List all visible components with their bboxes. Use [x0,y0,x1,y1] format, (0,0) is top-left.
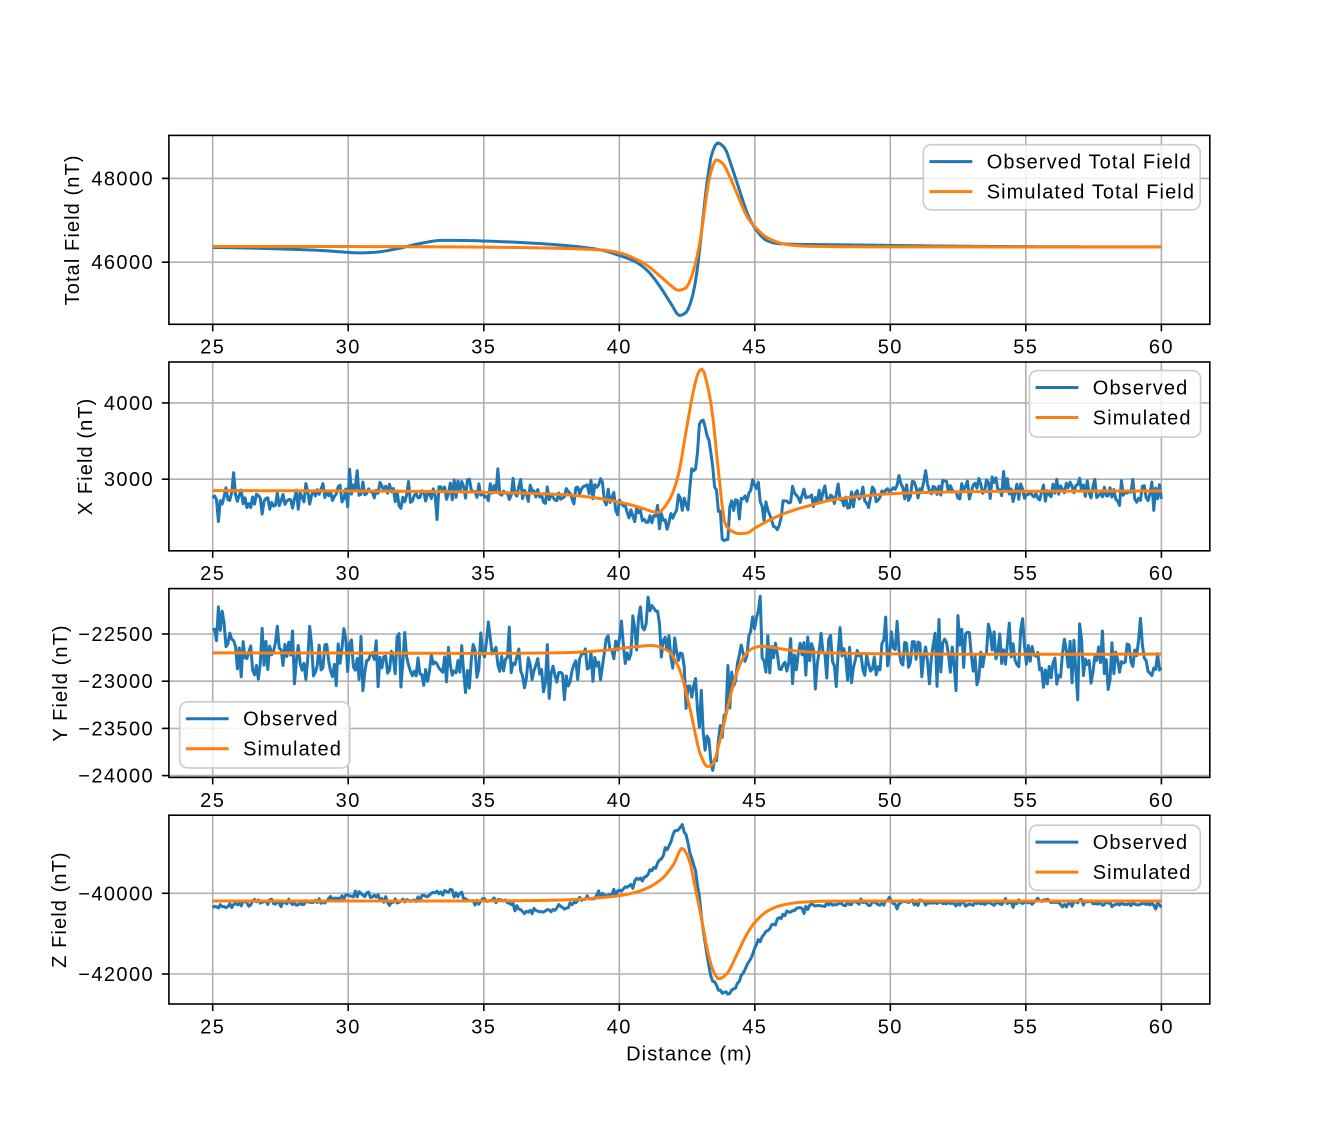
svg-text:45: 45 [742,790,767,812]
svg-text:40: 40 [607,563,632,585]
svg-text:4000: 4000 [104,393,154,415]
svg-text:25: 25 [200,563,225,585]
svg-text:40: 40 [607,790,632,812]
svg-text:Z Field (nT): Z Field (nT) [49,851,71,968]
svg-text:50: 50 [878,790,903,812]
svg-text:45: 45 [742,563,767,585]
svg-text:50: 50 [878,1016,903,1038]
svg-text:−23500: −23500 [78,718,154,740]
svg-text:Y Field (nT): Y Field (nT) [50,624,72,741]
svg-text:30: 30 [336,790,361,812]
svg-text:60: 60 [1149,790,1174,812]
svg-text:35: 35 [471,1016,496,1038]
svg-text:3000: 3000 [104,469,154,491]
svg-text:X Field (nT): X Field (nT) [75,398,97,516]
svg-text:−42000: −42000 [78,964,154,986]
svg-text:45: 45 [742,1016,767,1038]
svg-text:Observed: Observed [243,709,339,731]
svg-text:60: 60 [1149,563,1174,585]
svg-text:35: 35 [471,790,496,812]
svg-text:55: 55 [1013,563,1038,585]
svg-text:Observed: Observed [1093,378,1189,400]
svg-text:25: 25 [200,337,225,359]
svg-text:55: 55 [1013,337,1038,359]
svg-text:Simulated: Simulated [243,739,342,761]
svg-text:30: 30 [336,337,361,359]
svg-text:Observed Total Field: Observed Total Field [987,152,1192,174]
svg-text:60: 60 [1149,1016,1174,1038]
svg-text:40: 40 [607,337,632,359]
svg-text:35: 35 [471,337,496,359]
svg-text:35: 35 [471,563,496,585]
svg-text:55: 55 [1013,1016,1038,1038]
svg-text:−23000: −23000 [78,671,154,693]
svg-text:25: 25 [200,790,225,812]
svg-text:45: 45 [742,337,767,359]
svg-text:30: 30 [336,1016,361,1038]
svg-text:60: 60 [1149,337,1174,359]
svg-text:46000: 46000 [91,252,154,274]
svg-text:55: 55 [1013,790,1038,812]
svg-text:50: 50 [878,563,903,585]
svg-text:Simulated Total Field: Simulated Total Field [987,182,1195,204]
svg-text:Distance (m): Distance (m) [626,1043,753,1065]
svg-text:−22500: −22500 [78,624,154,646]
svg-text:−40000: −40000 [78,883,154,905]
svg-text:40: 40 [607,1016,632,1038]
svg-text:−24000: −24000 [78,766,154,788]
svg-text:30: 30 [336,563,361,585]
svg-text:Total Field (nT): Total Field (nT) [62,154,84,305]
svg-text:Simulated: Simulated [1093,408,1192,430]
svg-text:50: 50 [878,337,903,359]
svg-text:Simulated: Simulated [1093,862,1192,884]
svg-text:25: 25 [200,1016,225,1038]
svg-text:Observed: Observed [1093,832,1189,854]
svg-text:48000: 48000 [91,168,154,190]
